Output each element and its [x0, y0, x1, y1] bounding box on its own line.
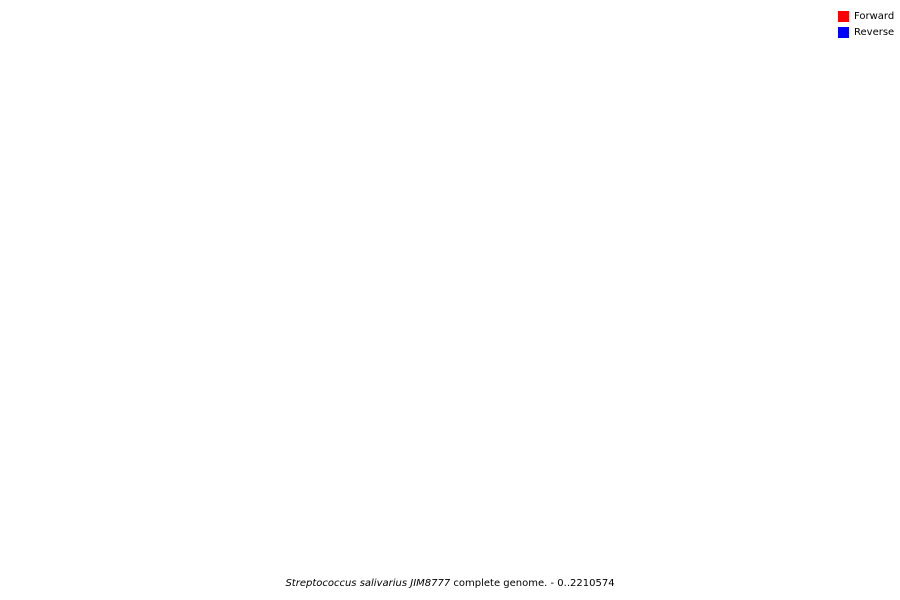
caption-rest: complete genome. - 0..2210574: [450, 578, 615, 589]
legend-item-forward: Forward: [838, 9, 900, 24]
caption-organism: Streptococcus salivarius JIM8777: [285, 578, 451, 589]
forward-swatch: [838, 11, 849, 22]
legend-reverse-label: Reverse: [854, 27, 895, 38]
legend: Forward Reverse: [838, 9, 900, 41]
reverse-swatch: [838, 27, 849, 38]
figure-caption: Streptococcus salivarius JIM8777 complet…: [0, 578, 900, 589]
legend-forward-label: Forward: [854, 11, 895, 22]
legend-item-reverse: Reverse: [838, 25, 900, 40]
